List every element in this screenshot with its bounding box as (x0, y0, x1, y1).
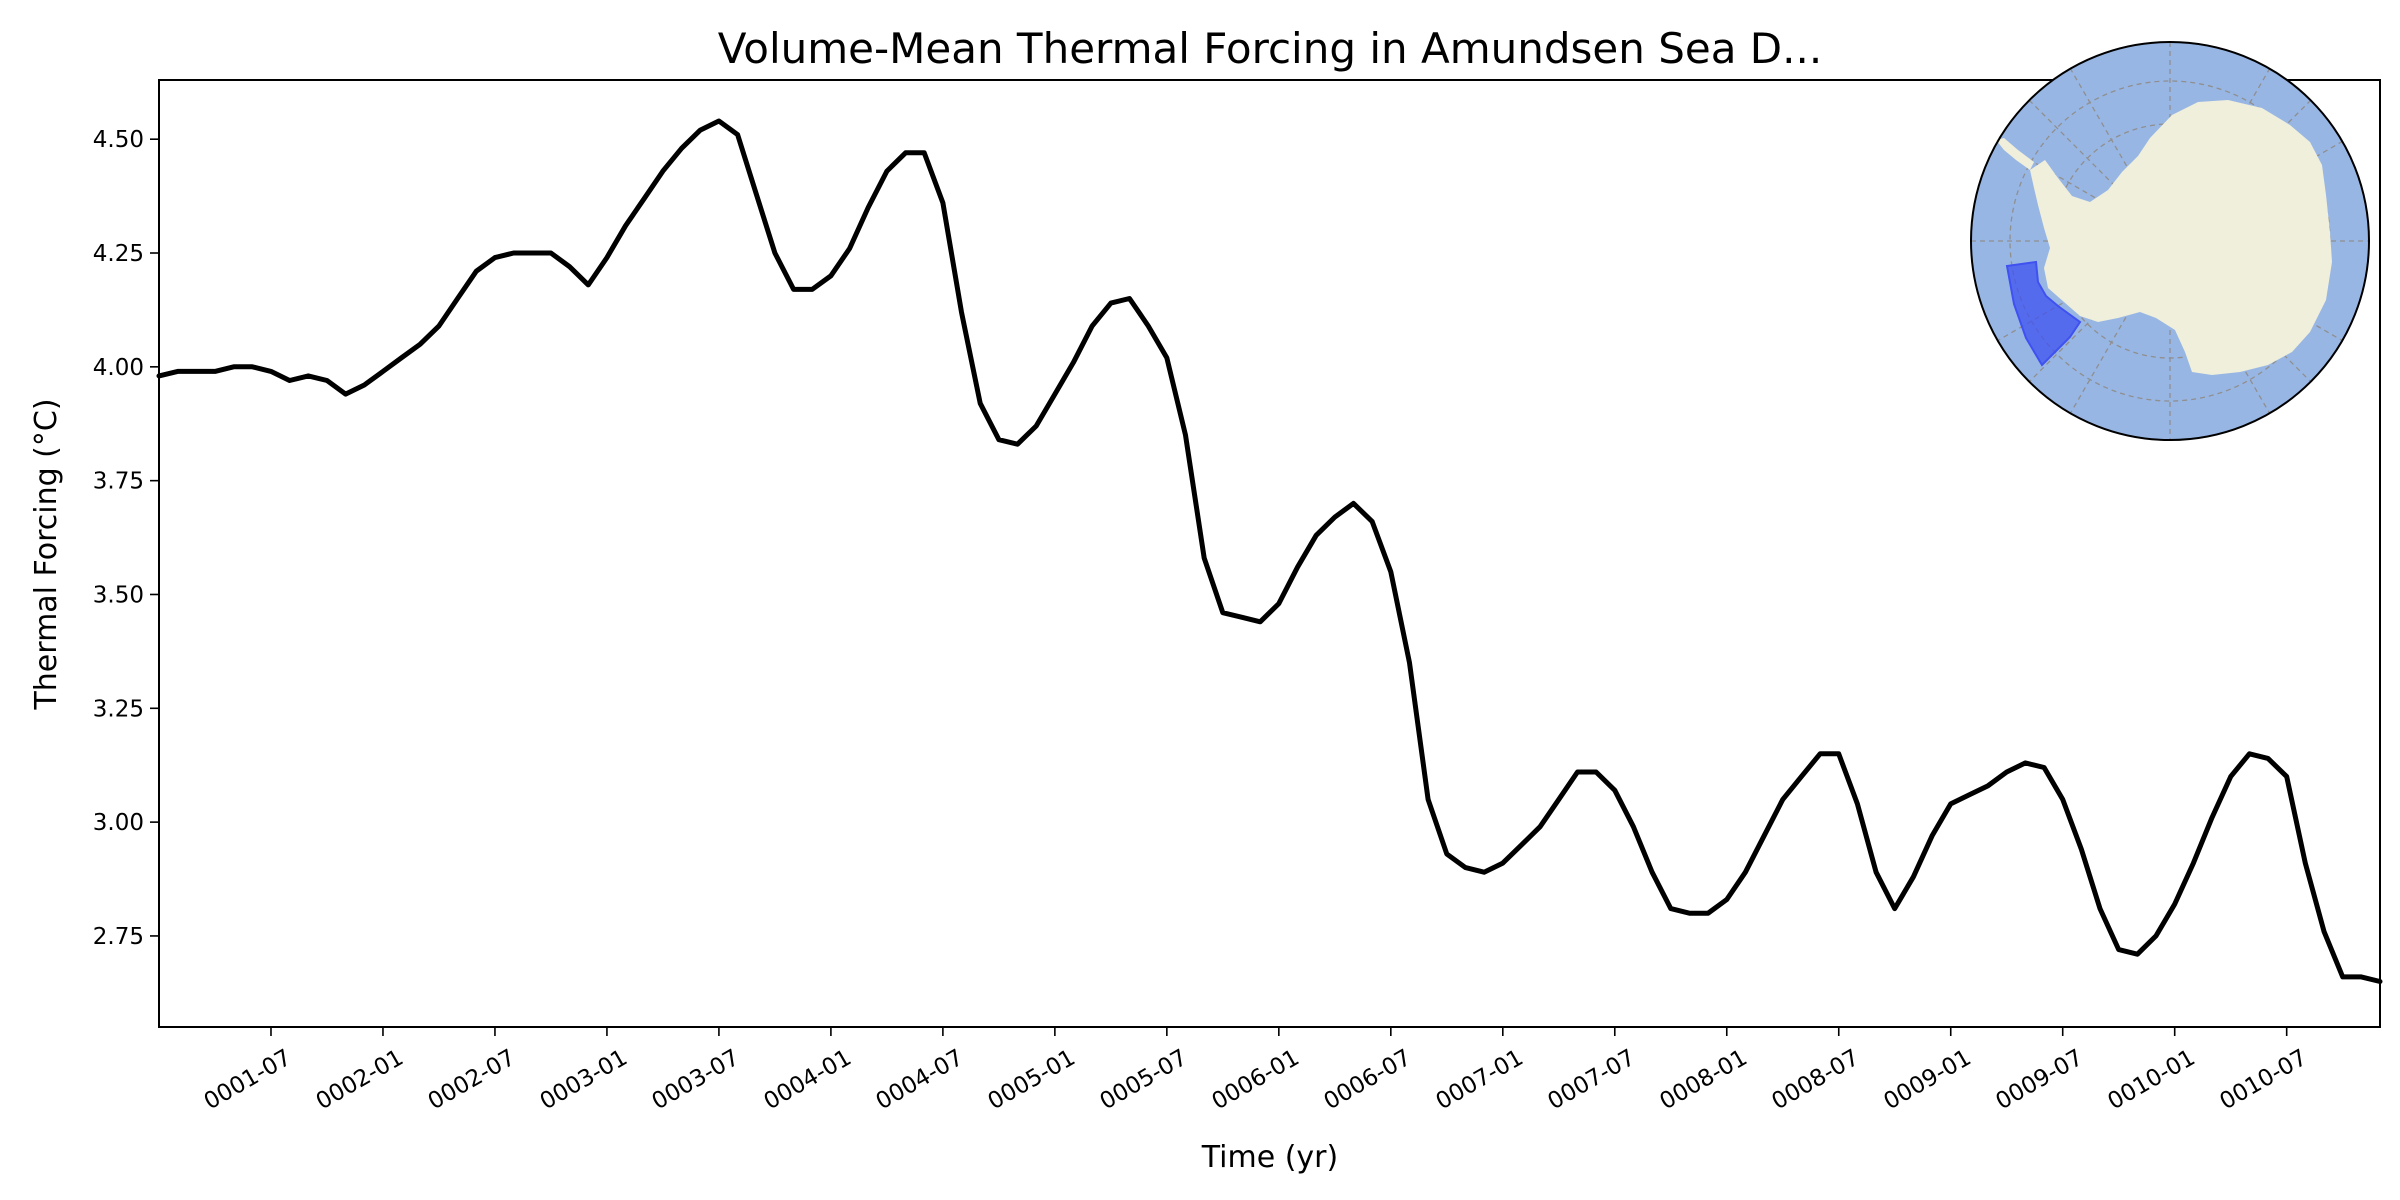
antarctic-peninsula (1996, 138, 2034, 170)
x-tick-label: 0008-01 (1656, 1045, 1752, 1116)
x-tick-label: 0008-07 (1768, 1045, 1864, 1116)
y-tick-label: 4.00 (93, 355, 144, 381)
series-line (156, 118, 2383, 984)
chart-title: Volume-Mean Thermal Forcing in Amundsen … (718, 24, 1822, 73)
x-tick-label: 0010-01 (2103, 1045, 2199, 1116)
x-tick-label: 0003-07 (648, 1045, 744, 1116)
x-tick-label: 0006-01 (1208, 1045, 1304, 1116)
x-tick-label: 0001-07 (200, 1045, 296, 1116)
x-tick-label: 0005-01 (984, 1045, 1080, 1116)
x-tick-label: 0003-01 (536, 1045, 632, 1116)
x-tick-label: 0010-07 (2215, 1045, 2311, 1116)
y-tick-label: 4.50 (93, 127, 144, 153)
x-tick-label: 0006-07 (1320, 1045, 1416, 1116)
y-tick-label: 3.25 (93, 696, 144, 722)
y-tick-label: 2.75 (93, 924, 144, 950)
y-tick-label: 3.00 (93, 810, 144, 836)
x-axis: 0001-07 0002-01 0002-07 0003-01 0003-07 0004-… (200, 1027, 2312, 1115)
plot-frame (158, 79, 2381, 1028)
amundsen-sea-region (2005, 260, 2082, 367)
x-tick-label: 0005-07 (1096, 1045, 1192, 1116)
x-tick-label: 0007-07 (1544, 1045, 1640, 1116)
y-tick-label: 3.75 (93, 469, 144, 495)
y-axis: 2.75 3.00 3.25 3.50 3.75 4.00 4.25 4.50 (93, 127, 159, 950)
x-tick-label: 0004-01 (760, 1045, 856, 1116)
antarctica-land (2030, 100, 2332, 375)
y-tick-label: 3.50 (93, 582, 144, 608)
y-tick-label: 4.25 (93, 241, 144, 267)
x-axis-label: Time (yr) (1201, 1140, 1338, 1175)
map-boundary (1970, 41, 2370, 441)
x-tick-label: 0002-01 (312, 1045, 408, 1116)
x-tick-label: 0009-01 (1879, 1045, 1975, 1116)
x-tick-label: 0007-01 (1432, 1045, 1528, 1116)
x-tick-label: 0004-07 (872, 1045, 968, 1116)
x-tick-label: 0009-07 (1991, 1045, 2087, 1116)
antarctica-map-inset (1970, 41, 2370, 441)
y-axis-label: Thermal Forcing (°C) (29, 398, 64, 710)
x-tick-label: 0002-07 (424, 1045, 520, 1116)
